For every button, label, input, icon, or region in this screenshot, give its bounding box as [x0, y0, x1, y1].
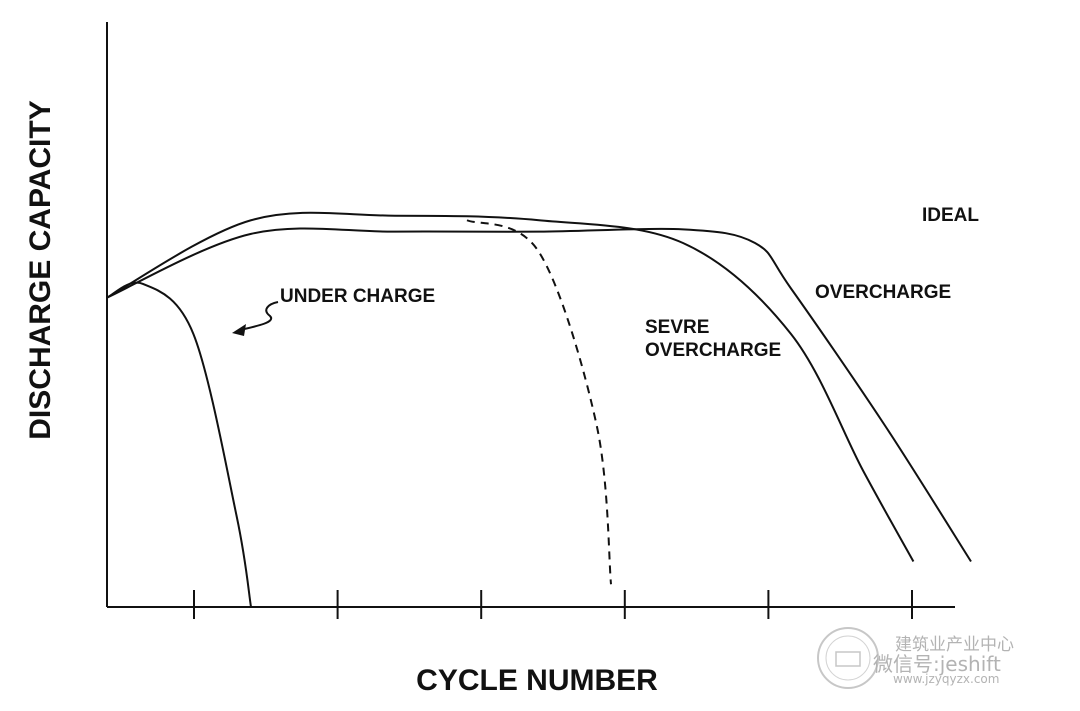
curve-sevre-overcharge — [466, 219, 612, 585]
watermark-seal-icon — [817, 627, 879, 689]
curves — [106, 211, 972, 608]
curve-overcharge — [106, 211, 915, 562]
x-axis-title: CYCLE NUMBER — [416, 664, 658, 697]
y-axis-title: DISCHARGE CAPACITY — [24, 100, 57, 439]
label-sevre-overcharge: SEVRE OVERCHARGE — [645, 317, 781, 361]
watermark-line1: 建筑业产业中心 — [895, 635, 1014, 655]
watermark-line3: www.jzyqyzx.com — [893, 672, 999, 686]
under-charge-arrow — [232, 301, 279, 336]
curve-under-charge — [106, 281, 252, 608]
label-sevre-line2: OVERCHARGE — [645, 340, 781, 361]
label-ideal: IDEAL — [922, 205, 979, 226]
x-ticks — [193, 590, 913, 619]
curve-ideal — [106, 227, 972, 563]
watermark-line2: 微信号:jeshift — [873, 652, 1001, 676]
label-under-charge: UNDER CHARGE — [280, 286, 435, 307]
watermark: 建筑业产业中心 微信号:jeshift www.jzyqyzx.com — [817, 627, 1014, 689]
label-sevre-line1: SEVRE — [645, 317, 709, 338]
label-overcharge: OVERCHARGE — [815, 282, 951, 303]
